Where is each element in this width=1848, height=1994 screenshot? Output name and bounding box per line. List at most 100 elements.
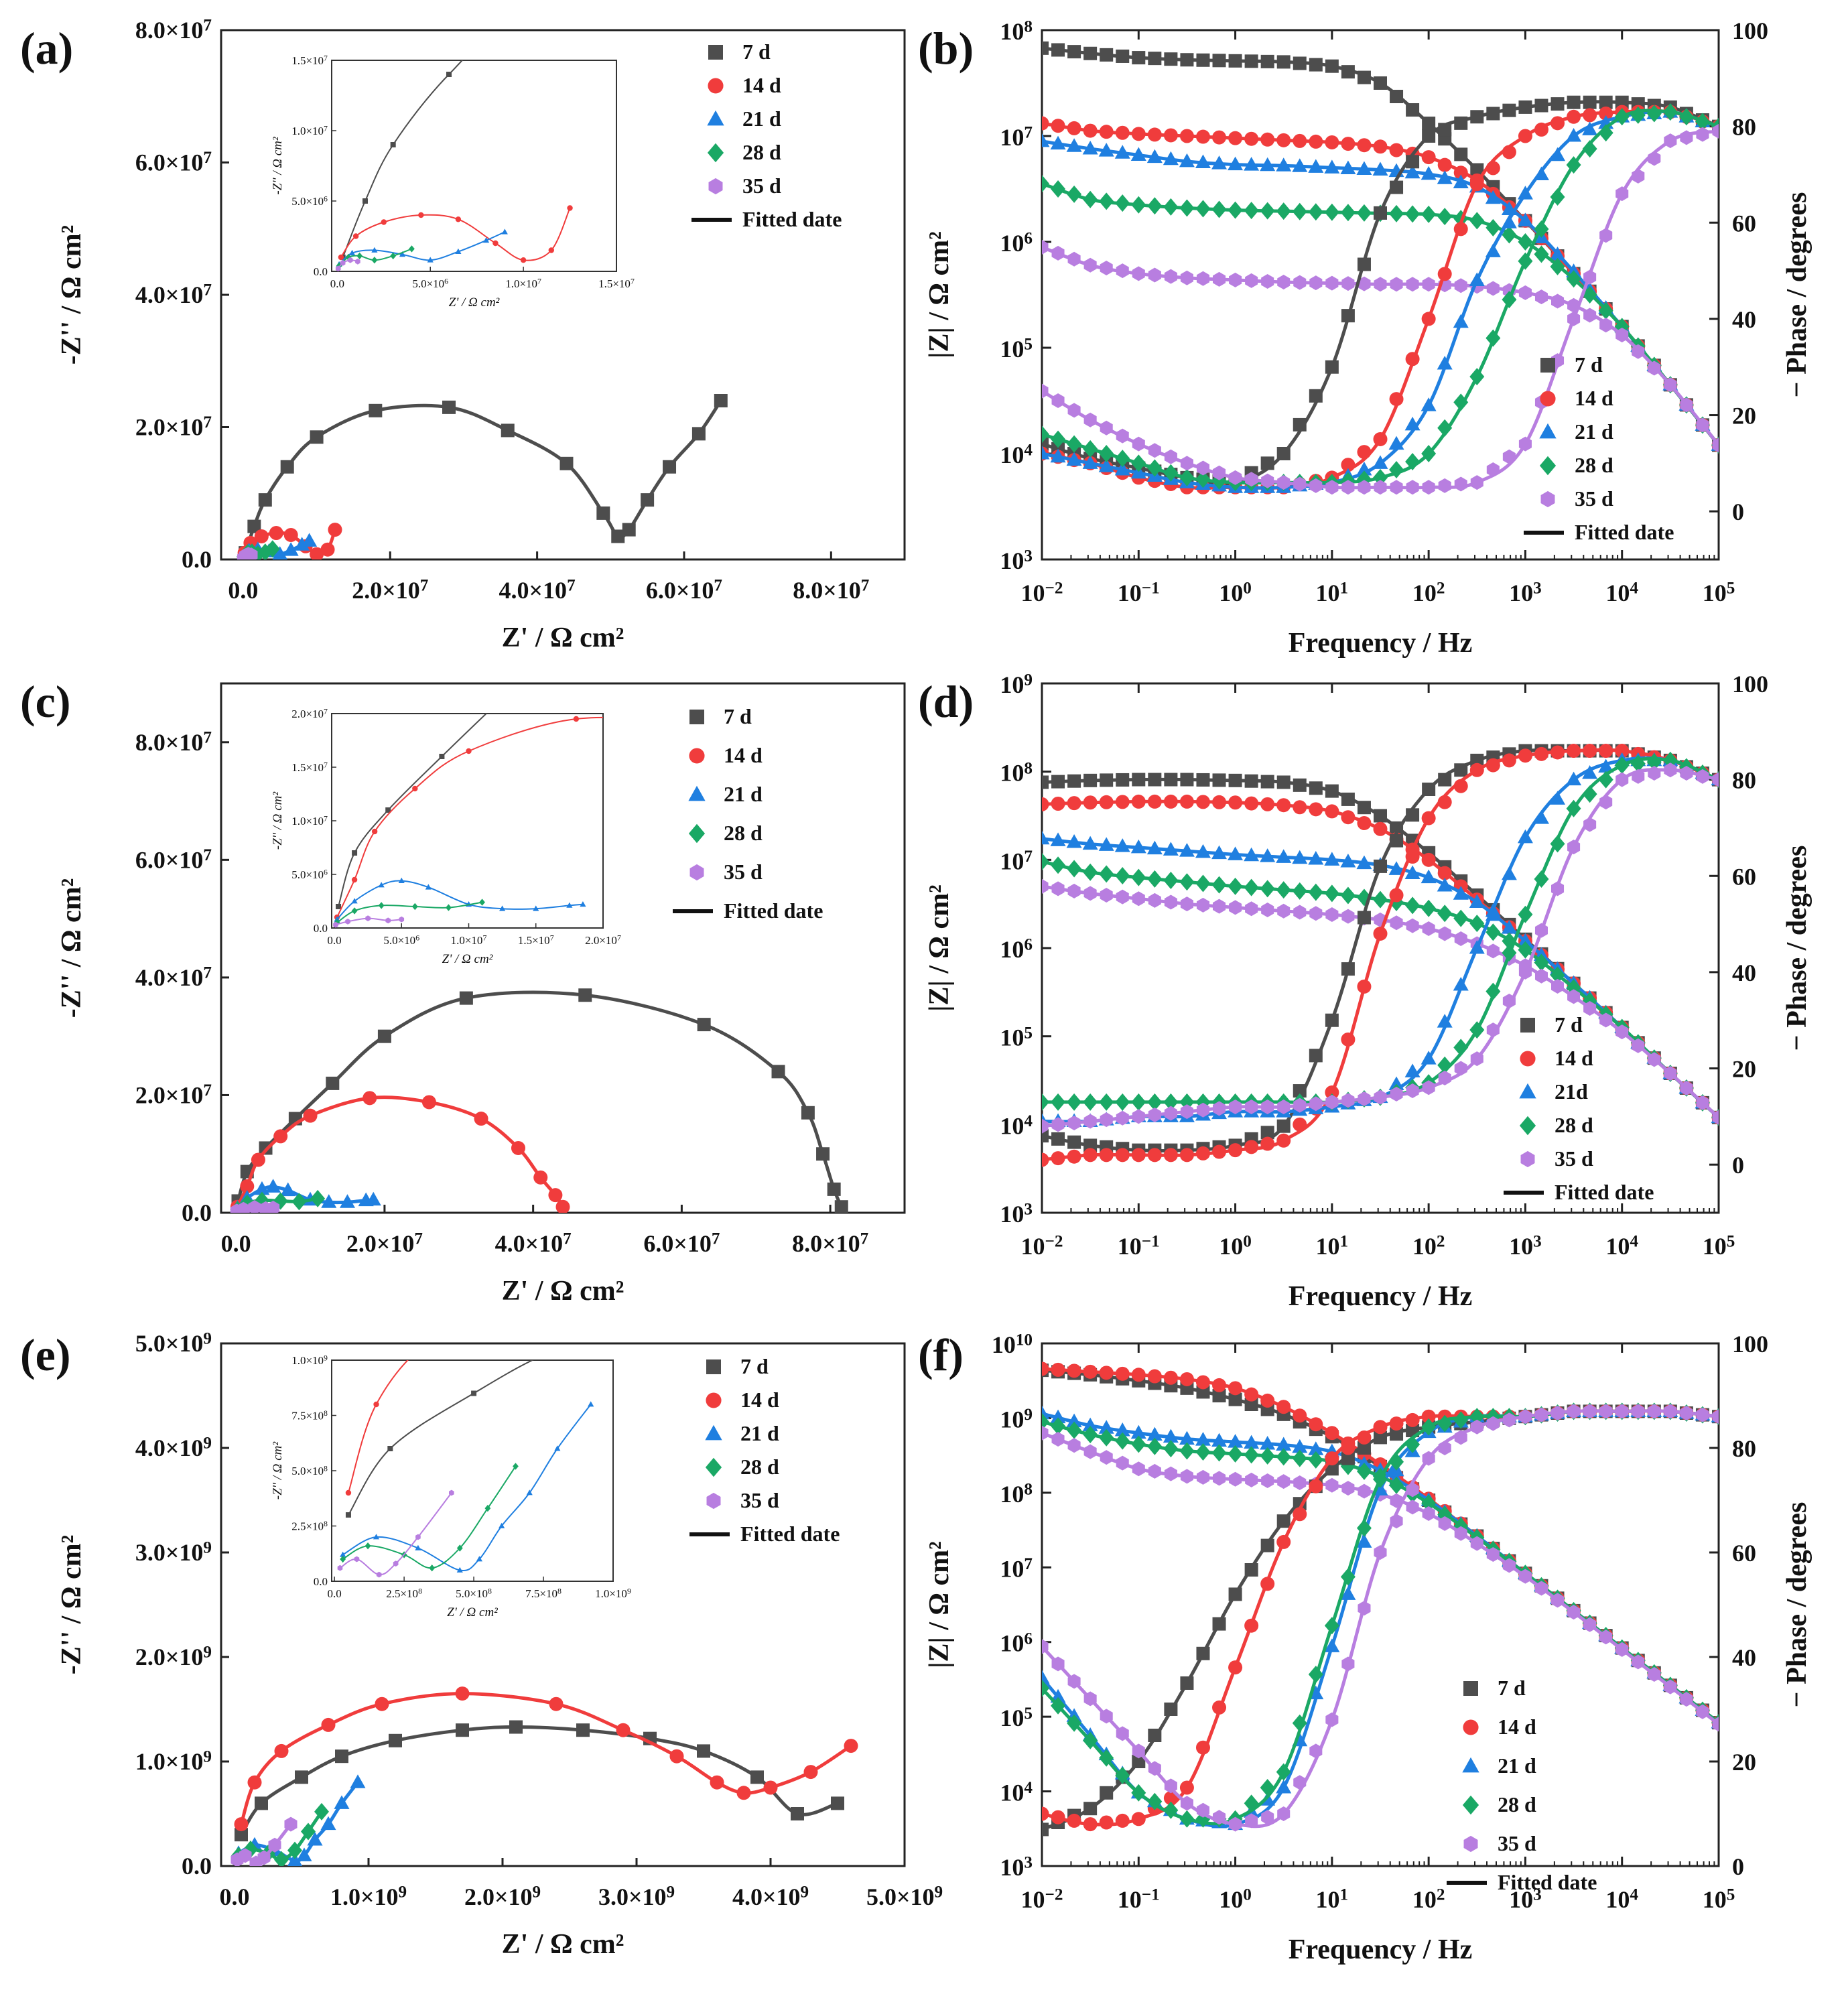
inset-x-tick-label: 2.0×107: [585, 933, 621, 947]
mag-point-14d: [1325, 135, 1339, 149]
inset-point-7d: [390, 142, 396, 147]
phase-point-7d: [1599, 95, 1613, 109]
mag-point-35d: [1534, 1581, 1548, 1596]
mag-point-7d: [1309, 58, 1323, 72]
mag-point-35d: [1212, 271, 1226, 287]
tick-exponent: 7: [537, 277, 541, 286]
phase-point-28d: [1163, 1093, 1179, 1111]
phase-point-7d: [1438, 123, 1452, 137]
phase-point-28d: [1051, 1093, 1066, 1111]
phase-point-35d: [1374, 1089, 1387, 1105]
phase-point-35d: [1470, 1051, 1483, 1067]
phase-point-7d: [1067, 1135, 1081, 1149]
legend-label: 35 d: [742, 174, 781, 198]
mag-point-35d: [1486, 943, 1500, 959]
inset-point-35d: [449, 1489, 454, 1496]
mag-point-35d: [1196, 897, 1210, 913]
phase-point-35d: [1486, 1022, 1500, 1038]
tick-exponent: 8: [324, 1408, 328, 1418]
legend-marker-28d: [1519, 1116, 1536, 1136]
tick-base: 5.0×10: [383, 934, 415, 947]
phase-point-14d: [1067, 1813, 1081, 1828]
phase-point-35d: [1042, 1639, 1049, 1654]
x-tick-label: 105: [1703, 1886, 1735, 1913]
inset-fit-14d: [336, 716, 603, 918]
phase-point-28d: [1147, 1093, 1163, 1111]
y-tick-label: 106: [1000, 936, 1033, 963]
tick-exponent: 2: [1437, 1886, 1445, 1904]
mag-point-7d: [1325, 59, 1339, 73]
y2-tick-label: 60: [1732, 863, 1756, 890]
data-point-14d: [251, 1152, 265, 1167]
tick-base: 10: [1000, 1854, 1024, 1881]
inset-y-tick-label: 0.0: [314, 265, 328, 278]
inset-point-14d: [412, 785, 418, 792]
legend-label: 21 d: [742, 107, 781, 131]
mag-point-7d: [1051, 43, 1065, 57]
phase-point-7d: [1293, 417, 1307, 431]
x-tick-label: 100: [1219, 1233, 1252, 1260]
phase-point-7d: [1309, 1049, 1323, 1063]
legend-marker-21d: [688, 785, 706, 801]
phase-point-28d: [1405, 452, 1421, 470]
x-tick-label: 10−2: [1021, 1886, 1063, 1913]
inset-y-tick-label: 5.0×108: [291, 1464, 328, 1477]
legend-label: 7 d: [1575, 352, 1603, 377]
mag-point-21d: [1517, 933, 1533, 947]
mag-point-35d: [1309, 275, 1323, 291]
mag-point-35d: [1664, 1679, 1677, 1694]
data-point-21d: [334, 1795, 350, 1809]
tick-exponent: 8: [1024, 759, 1033, 777]
tick-base: 10: [1021, 1886, 1045, 1913]
x-tick-label: 101: [1316, 1233, 1349, 1260]
x-tick-label: 2.0×107: [352, 577, 428, 604]
legend-label: Fitted date: [1575, 520, 1674, 544]
mag-point-28d: [1067, 185, 1082, 203]
legend-label: 21 d: [1575, 419, 1613, 444]
phase-point-28d: [1582, 140, 1597, 158]
phase-point-21d: [1566, 128, 1582, 142]
data-point-21d: [350, 1774, 366, 1788]
x-axis-title: Z' / Ω cm²: [502, 622, 624, 653]
legend-marker-21d: [1519, 1083, 1536, 1099]
data-point-14d: [234, 1817, 249, 1832]
mag-point-7d: [1180, 773, 1194, 787]
data-point-7d: [509, 1720, 523, 1734]
tick-base: 10: [1605, 1886, 1630, 1913]
phase-point-14d: [1260, 1577, 1275, 1591]
phase-point-28d: [1566, 799, 1581, 817]
phase-point-35d: [1180, 1104, 1193, 1120]
phase-point-35d: [1599, 1404, 1613, 1419]
inset-y-tick-label: 2.5×108: [291, 1519, 328, 1532]
inset-point-35d: [399, 916, 405, 923]
legend-marker-21d: [1539, 423, 1557, 439]
mag-point-35d: [1164, 269, 1177, 284]
mag-point-28d: [1131, 196, 1146, 214]
phase-point-21d: [1598, 758, 1614, 773]
phase-point-35d: [1550, 881, 1565, 896]
x-tick-label: 104: [1605, 1233, 1638, 1260]
mag-point-35d: [1261, 273, 1274, 289]
tick-exponent: 5: [1727, 1886, 1735, 1904]
inset-point-7d: [507, 689, 512, 695]
mag-point-35d: [1212, 899, 1226, 914]
y2-tick-label: 40: [1732, 959, 1756, 986]
tick-base: 2.5×10: [386, 1587, 418, 1600]
tick-exponent: 5: [1727, 580, 1735, 598]
data-point-7d: [697, 1744, 710, 1758]
phase-point-14d: [1502, 145, 1516, 159]
mag-point-7d: [1406, 103, 1420, 117]
tick-base: 10: [1316, 1233, 1340, 1260]
mag-point-35d: [1132, 891, 1145, 907]
legend-label: 7 d: [742, 40, 771, 64]
y-tick-label: 4.0×109: [135, 1435, 212, 1461]
phase-point-28d: [1550, 188, 1565, 206]
inset-point-7d: [471, 1390, 477, 1396]
data-point-14d: [511, 1140, 525, 1155]
inset-point-14d: [371, 828, 378, 835]
mag-point-14d: [1099, 795, 1114, 809]
phase-point-35d: [1196, 1102, 1210, 1118]
inset-point-14d: [345, 1489, 352, 1496]
tick-exponent: 7: [203, 964, 212, 982]
phase-point-28d: [1067, 1714, 1082, 1732]
